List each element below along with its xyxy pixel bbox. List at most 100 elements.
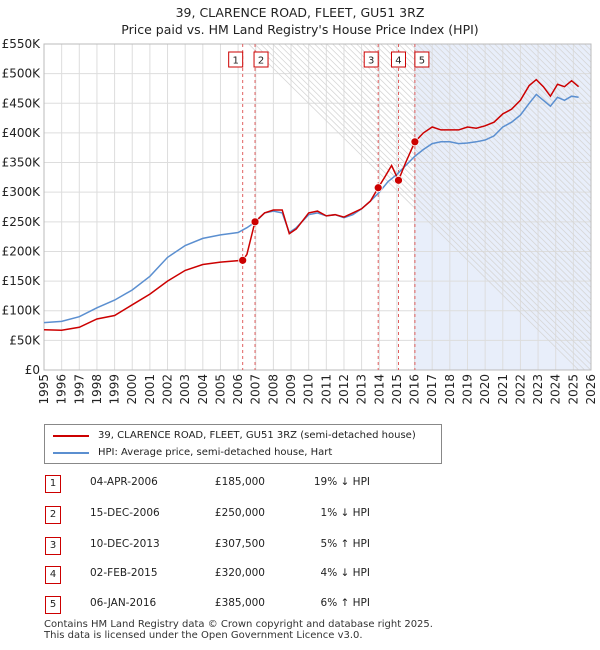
x-tick-label: 2011 xyxy=(319,374,333,405)
future-hatch xyxy=(482,43,600,161)
x-tick-label: 2006 xyxy=(231,374,245,405)
transaction-date: 10-DEC-2013 xyxy=(90,538,160,550)
y-tick-label: £0 xyxy=(25,363,40,377)
x-tick-label: 2012 xyxy=(337,374,351,405)
future-hatch xyxy=(254,43,585,371)
x-tick-label: 2023 xyxy=(531,374,545,405)
future-hatch xyxy=(350,43,600,291)
x-tick-label: 2008 xyxy=(266,374,280,405)
future-hatch xyxy=(302,43,600,339)
marker-label: 5 xyxy=(419,56,425,67)
transaction-number: 2 xyxy=(45,506,61,524)
transaction-hpi: 5% ↑ HPI xyxy=(320,538,370,550)
marker-label-box xyxy=(253,51,269,68)
future-hatch xyxy=(488,43,600,155)
future-hatch xyxy=(260,43,591,371)
title-line-2: Price paid vs. HM Land Registry's House … xyxy=(121,22,479,37)
future-hatch xyxy=(266,43,597,371)
legend-label-property: 39, CLARENCE ROAD, FLEET, GU51 3RZ (semi… xyxy=(98,430,416,441)
price-chart: 1 2 3 4 5 £0 £50K £100K £150K £200K £250K £300K £350… xyxy=(2,37,600,405)
transaction-price: £185,000 xyxy=(214,476,265,488)
transaction-hpi: 6% ↑ HPI xyxy=(320,597,370,609)
future-hatch xyxy=(410,43,600,232)
y-tick-label: £250K xyxy=(2,215,42,229)
transaction-date: 15-DEC-2006 xyxy=(90,507,160,519)
transaction-marker xyxy=(250,217,260,227)
future-hatch xyxy=(422,43,600,220)
property-price-line xyxy=(43,78,580,332)
future-hatch xyxy=(440,43,600,202)
chart-legend: 39, CLARENCE ROAD, FLEET, GU51 3RZ (semi… xyxy=(44,424,442,464)
future-hatch xyxy=(476,43,600,167)
future-hatch xyxy=(368,43,600,274)
future-hatch xyxy=(416,43,600,226)
x-tick-label: 2014 xyxy=(372,374,386,405)
footer-note: Contains HM Land Registry data © Crown c… xyxy=(44,619,433,641)
future-hatch xyxy=(296,43,600,345)
future-hatch xyxy=(344,43,600,297)
future-hatch xyxy=(464,43,600,179)
future-hatch xyxy=(446,43,600,197)
future-hatch xyxy=(362,43,600,280)
y-tick-label: £100K xyxy=(2,304,42,318)
x-tick-label: 2004 xyxy=(196,374,210,405)
x-tick-label: 2025 xyxy=(566,374,580,405)
x-tick-label: 2005 xyxy=(213,374,227,405)
x-tick-label: 2024 xyxy=(549,374,563,405)
future-hatch xyxy=(278,43,600,363)
transaction-number: 5 xyxy=(45,596,61,614)
chart-title: 39, CLARENCE ROAD, FLEET, GU51 3RZ Price… xyxy=(0,4,600,38)
transaction-hpi: 4% ↓ HPI xyxy=(320,567,370,579)
x-tick-label: 2003 xyxy=(178,374,192,405)
legend-swatch-hpi xyxy=(53,452,89,454)
y-tick-label: £400K xyxy=(2,126,42,140)
future-hatch xyxy=(404,43,600,238)
x-tick-label: 1998 xyxy=(90,374,104,405)
x-tick-label: 2020 xyxy=(478,374,492,405)
transaction-date: 04-APR-2006 xyxy=(90,476,158,488)
future-hatch xyxy=(392,43,600,250)
x-tick-label: 2016 xyxy=(408,374,422,405)
future-hatch xyxy=(530,43,600,114)
x-tick-label: 2007 xyxy=(249,374,263,405)
y-tick-label: £200K xyxy=(2,244,42,258)
transaction-hpi: 19% ↓ HPI xyxy=(313,476,370,488)
x-tick-label: 2000 xyxy=(125,374,139,405)
legend-label-hpi: HPI: Average price, semi-detached house,… xyxy=(98,447,333,458)
transaction-row: 3 10-DEC-2013 £307,500 5% ↑ HPI xyxy=(0,537,600,557)
x-tick-label: 2013 xyxy=(355,374,369,405)
future-hatch xyxy=(494,43,600,149)
transaction-row: 4 02-FEB-2015 £320,000 4% ↓ HPI xyxy=(0,566,600,586)
marker-label: 2 xyxy=(258,56,264,67)
transaction-row: 2 15-DEC-2006 £250,000 1% ↓ HPI xyxy=(0,506,600,526)
y-tick-label: £50K xyxy=(9,333,41,347)
x-tick-label: 1997 xyxy=(72,374,86,405)
marker-label: 3 xyxy=(368,56,374,67)
transaction-date: 02-FEB-2015 xyxy=(90,567,158,579)
transaction-date: 06-JAN-2016 xyxy=(90,597,157,609)
future-hatch xyxy=(452,43,600,191)
future-hatch xyxy=(272,43,600,368)
transaction-row: 1 04-APR-2006 £185,000 19% ↓ HPI xyxy=(0,475,600,495)
future-hatch xyxy=(500,43,600,143)
transaction-number: 4 xyxy=(45,566,61,584)
future-hatch xyxy=(458,43,600,185)
x-tick-label: 2002 xyxy=(161,374,175,405)
transaction-price: £320,000 xyxy=(214,567,265,579)
x-tick-label: 2021 xyxy=(496,374,510,405)
future-hatch xyxy=(314,43,600,327)
transaction-price: £385,000 xyxy=(214,597,265,609)
future-hatch xyxy=(326,43,600,315)
x-tick-label: 1996 xyxy=(55,374,69,405)
hatch-mask xyxy=(591,39,600,375)
future-hatch xyxy=(290,43,600,351)
y-tick-label: £150K xyxy=(2,274,42,288)
transaction-marker xyxy=(373,183,383,193)
transaction-price: £250,000 xyxy=(214,507,265,519)
future-hatch xyxy=(470,43,600,173)
future-hatch xyxy=(356,43,600,285)
title-line-1: 39, CLARENCE ROAD, FLEET, GU51 3RZ xyxy=(175,5,425,20)
future-hatch xyxy=(248,43,579,371)
x-tick-label: 2010 xyxy=(302,374,316,405)
marker-label-box xyxy=(414,51,430,68)
